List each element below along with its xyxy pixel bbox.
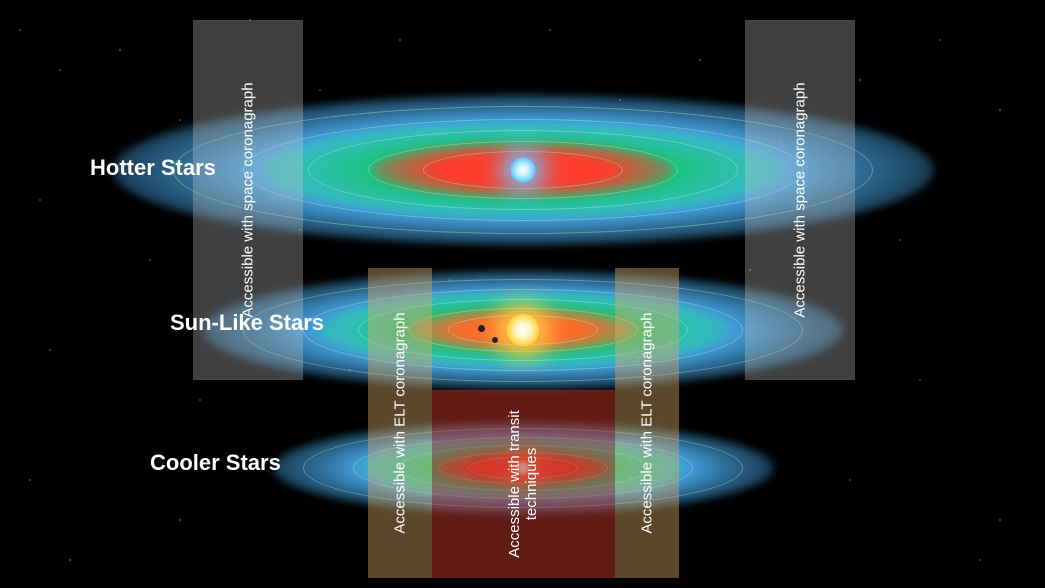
category-label-sunlike: Sun-Like Stars [170, 310, 324, 336]
overlay-label-elt_right: Accessible with ELT coronagraph [639, 312, 656, 533]
category-label-hotter: Hotter Stars [90, 155, 216, 181]
star-icon [505, 312, 541, 348]
overlay-label-transit: Accessible with transittechniques [506, 410, 540, 558]
category-label-cooler: Cooler Stars [150, 450, 281, 476]
planet-sunlike-0 [478, 325, 485, 332]
overlay-label-space_left: Accessible with space coronagraph [240, 82, 257, 317]
star-icon [509, 156, 537, 184]
planet-sunlike-1 [492, 337, 498, 343]
overlay-label-elt_left: Accessible with ELT coronagraph [392, 312, 409, 533]
overlay-label-space_right: Accessible with space coronagraph [792, 82, 809, 317]
